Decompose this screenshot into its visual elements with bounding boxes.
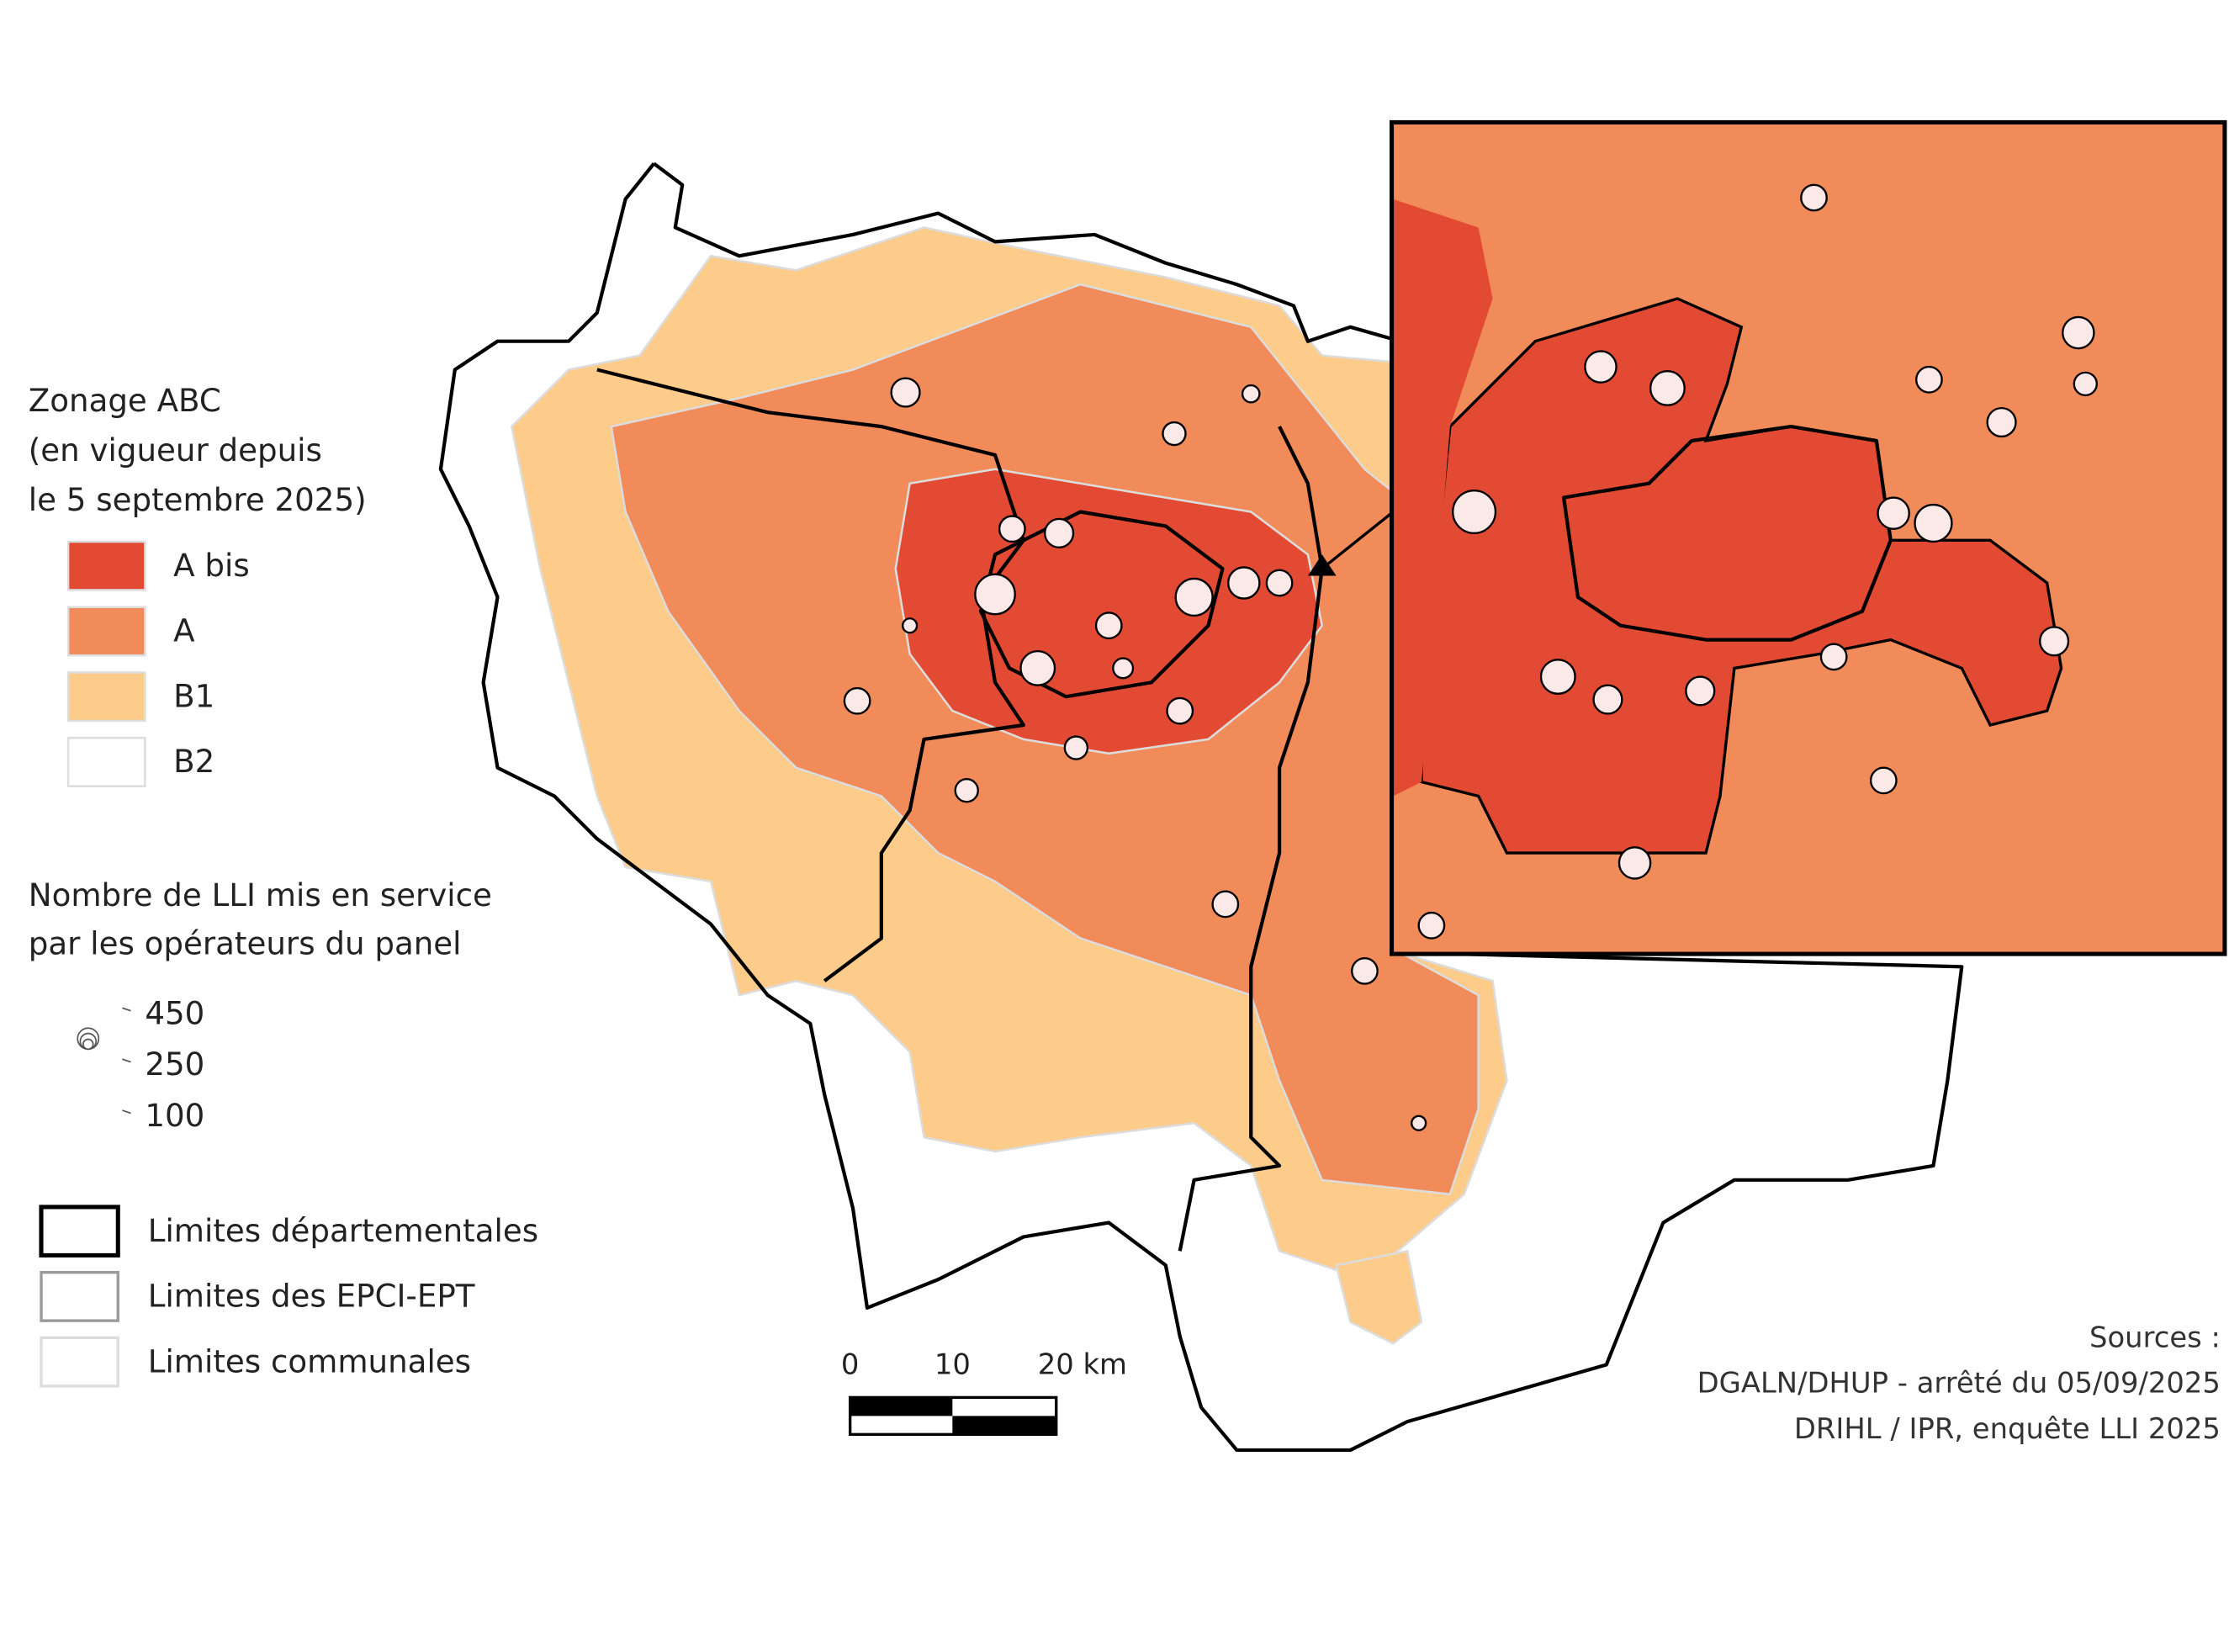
zone-b1-south bbox=[1335, 1249, 1423, 1345]
bubble bbox=[1044, 517, 1075, 548]
bubble bbox=[1617, 846, 1652, 880]
legend-circle-label: 250 bbox=[145, 1046, 204, 1083]
scale-label: 20 km bbox=[1038, 1348, 1127, 1381]
source-line: Sources : bbox=[2089, 1321, 2221, 1354]
legend-label: A bbox=[173, 612, 195, 649]
bubble bbox=[1685, 675, 1716, 707]
zone-a-bis bbox=[894, 468, 1324, 755]
legend: Zonage ABC (en vigueur depuis le 5 septemb… bbox=[29, 382, 538, 1388]
bubble bbox=[1584, 350, 1617, 384]
legend-swatch bbox=[66, 540, 146, 591]
bubble bbox=[1174, 577, 1214, 617]
inset-paris-boundary bbox=[1561, 424, 1893, 642]
department-boundary bbox=[596, 368, 1025, 982]
bubble bbox=[1417, 911, 1446, 940]
legend-label: Limites des EPCI-EPT bbox=[148, 1278, 475, 1315]
legend-label: A bis bbox=[173, 547, 250, 584]
bubble bbox=[1592, 684, 1623, 715]
legend-circle-label: 450 bbox=[145, 994, 204, 1031]
bubble bbox=[1914, 503, 1953, 543]
inset-map bbox=[1390, 119, 2227, 956]
bubble bbox=[1877, 496, 1910, 530]
legend-circle bbox=[82, 1038, 94, 1051]
bubble bbox=[1411, 1115, 1427, 1131]
legend-line-swatch bbox=[39, 1205, 120, 1258]
bubble bbox=[2039, 626, 2070, 657]
bubble bbox=[1112, 657, 1135, 680]
department-boundary bbox=[653, 161, 1401, 343]
department-boundary bbox=[438, 162, 1964, 1453]
map bbox=[438, 161, 1964, 1453]
bubble bbox=[1351, 956, 1379, 985]
paris-boundary bbox=[979, 510, 1225, 699]
legend-line-swatch bbox=[40, 1270, 119, 1322]
scale-bar: 0 10 20 km bbox=[841, 1348, 1127, 1437]
legend-swatch bbox=[66, 671, 146, 723]
bubble bbox=[974, 573, 1016, 616]
bubble bbox=[1094, 612, 1123, 640]
legend-circle-label: 100 bbox=[145, 1097, 204, 1134]
bubble bbox=[998, 515, 1026, 543]
legend-leader bbox=[122, 1109, 131, 1115]
department-boundary bbox=[1178, 426, 1324, 1252]
sources: Sources : DGALN/DHUP - arrêté du 05/09/20… bbox=[1697, 1321, 2221, 1445]
source-line: DGALN/DHUP - arrêté du 05/09/2025 bbox=[1697, 1367, 2221, 1400]
legend-title: (en vigueur depuis bbox=[29, 432, 322, 469]
bubble bbox=[1800, 183, 1828, 212]
inset-leader bbox=[1321, 511, 1395, 570]
bubble bbox=[1227, 566, 1261, 600]
bubble bbox=[1063, 735, 1089, 760]
legend-label: Limites départementales bbox=[148, 1212, 538, 1249]
legend-title: par les opérateurs du panel bbox=[29, 924, 462, 961]
bubble bbox=[1539, 659, 1576, 696]
legend-line-swatch bbox=[40, 1336, 119, 1388]
legend-leader bbox=[122, 1058, 131, 1063]
inset-frame bbox=[1390, 119, 2227, 956]
legend-title: Nombre de LLI mis en service bbox=[29, 876, 492, 913]
bubble bbox=[1166, 696, 1194, 725]
bubble bbox=[2073, 371, 2099, 397]
inset-zone-a-bis bbox=[1420, 297, 2063, 855]
bubble bbox=[1211, 890, 1240, 919]
legend-swatch bbox=[66, 606, 146, 657]
bubble bbox=[1986, 406, 2017, 438]
inset-pointer bbox=[1307, 554, 1337, 576]
bubbles bbox=[843, 377, 1427, 1131]
legend-title: le 5 septembre 2025) bbox=[29, 481, 367, 518]
scale-label: 10 bbox=[934, 1348, 971, 1381]
bubble bbox=[2062, 315, 2095, 350]
bubble bbox=[890, 377, 921, 408]
bubble bbox=[1452, 489, 1497, 535]
bubble bbox=[843, 686, 871, 715]
legend-swatch bbox=[66, 736, 146, 787]
bubble bbox=[1162, 421, 1187, 447]
inset-zone-a-bis-west bbox=[1393, 199, 1493, 797]
source-line: DRIHL / IPR, enquête LLI 2025 bbox=[1794, 1412, 2221, 1445]
bubble bbox=[1915, 365, 1943, 394]
bubble bbox=[1869, 766, 1898, 795]
inset-bubbles bbox=[1417, 183, 2099, 940]
bubble bbox=[954, 778, 979, 803]
scale-segment bbox=[850, 1397, 953, 1416]
legend-title: Zonage ABC bbox=[29, 382, 221, 419]
legend-leader bbox=[122, 1007, 131, 1012]
bubble bbox=[1819, 643, 1848, 671]
legend-label: B2 bbox=[173, 743, 214, 780]
legend-label: B1 bbox=[173, 677, 214, 714]
bubble bbox=[1649, 370, 1686, 406]
bubble bbox=[901, 617, 919, 634]
bubble bbox=[1241, 384, 1261, 404]
scale-segment bbox=[952, 1416, 1056, 1435]
bubble bbox=[1265, 569, 1294, 597]
legend-label: Limites communales bbox=[148, 1342, 471, 1379]
bubble bbox=[1019, 649, 1056, 686]
scale-label: 0 bbox=[841, 1348, 860, 1381]
